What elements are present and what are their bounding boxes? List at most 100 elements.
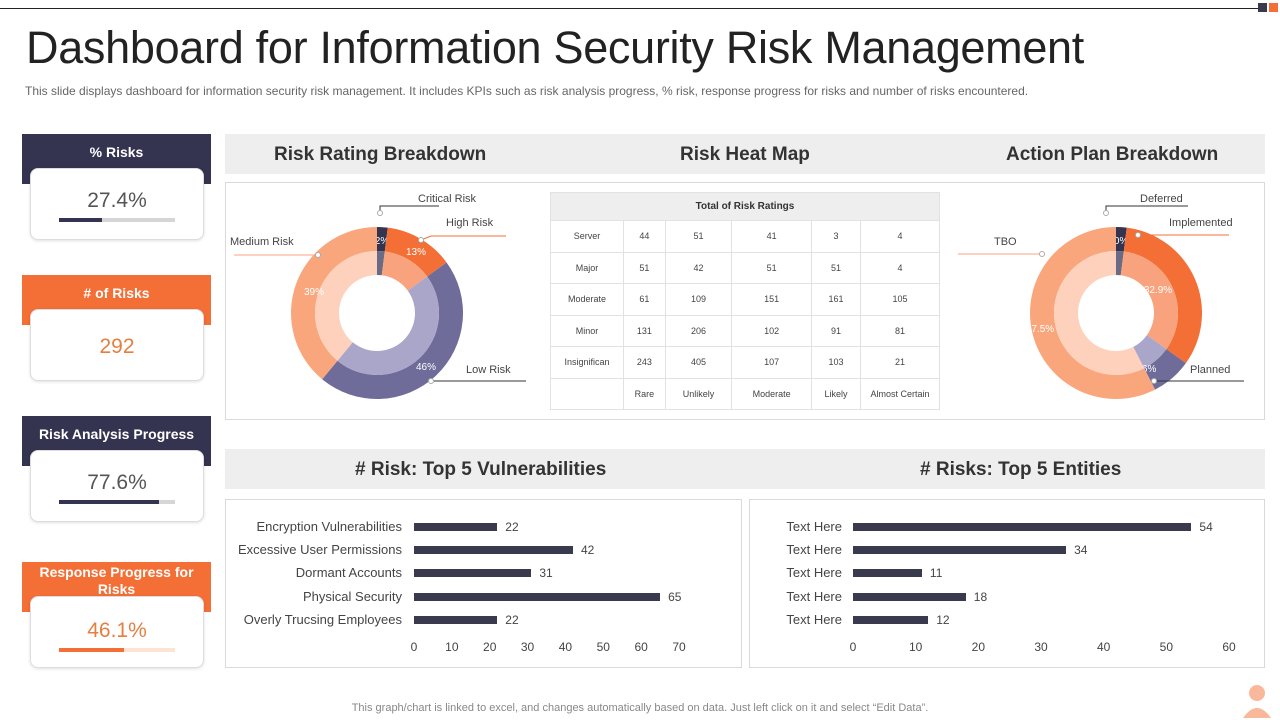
donut-category-label: Medium Risk xyxy=(230,236,294,248)
bar-category-label: Dormant Accounts xyxy=(295,565,402,581)
donut-value-label: 2% xyxy=(375,236,390,247)
table-cell: 151 xyxy=(731,283,812,316)
bar xyxy=(414,546,573,555)
x-tick-label: 40 xyxy=(1096,640,1111,654)
bar-category-label: Overly Trucsing Employees xyxy=(243,611,402,627)
x-tick-label: 50 xyxy=(596,640,610,654)
bar-value-label: 54 xyxy=(1199,520,1213,534)
bar-category-label: Text Here xyxy=(786,519,842,534)
bar-value-label: 34 xyxy=(1074,543,1088,558)
table-cell: 44 xyxy=(623,220,666,253)
corner-cell xyxy=(550,377,624,410)
column-label: Moderate xyxy=(731,377,812,410)
kpi-value: 27.4% xyxy=(87,189,147,212)
column-label: Unlikely xyxy=(664,377,733,410)
kpi-progress-track xyxy=(59,648,175,652)
column-label: Almost Certain xyxy=(860,377,940,410)
kpi-card-risk-count: # of Risks 292 xyxy=(22,275,211,381)
donut-value-label: 46% xyxy=(416,362,436,373)
heat-map-header: Total of Risk Ratings xyxy=(550,192,940,221)
table-row: Major 51 42 51 51 4 xyxy=(550,251,940,284)
presenter-icon xyxy=(1243,685,1271,718)
donut-value-label: 13% xyxy=(406,247,426,258)
table-cell: 161 xyxy=(810,283,862,316)
row-label: Minor xyxy=(550,314,624,347)
leader-dot xyxy=(418,237,424,243)
x-tick-label: 40 xyxy=(558,640,573,654)
kpi-progress-track xyxy=(59,500,175,504)
bar-category-label: Text Here xyxy=(786,542,842,558)
donut-category-label: Planned xyxy=(1190,364,1230,376)
kpi-value-box: 77.6% xyxy=(30,450,204,522)
donut-category-label: Implemented xyxy=(1169,217,1233,229)
leader-dot xyxy=(377,210,383,216)
corner-square-dark xyxy=(1258,3,1267,12)
donut-slice-outer xyxy=(1030,227,1156,399)
kpi-value: 46.1% xyxy=(87,619,147,642)
bar-value-label: 22 xyxy=(505,612,519,627)
bar-category-label: Excessive User Permissions xyxy=(238,542,402,558)
x-tick-label: 70 xyxy=(672,640,686,654)
donut-slice-inner xyxy=(1054,251,1145,375)
donut-slice-outer xyxy=(322,262,463,399)
top-panels-header xyxy=(225,134,1265,174)
table-cell: 105 xyxy=(860,283,940,316)
table-cell: 42 xyxy=(664,251,733,284)
table-cell: 243 xyxy=(623,346,666,379)
donut-slice-outer xyxy=(1123,227,1202,364)
risk-rating-title: Risk Rating Breakdown xyxy=(274,144,487,165)
bar xyxy=(853,615,929,624)
table-cell: 102 xyxy=(731,314,812,347)
donut-slice-inner xyxy=(377,251,385,276)
kpi-progress-fill xyxy=(59,648,124,652)
bar-category-label: Text Here xyxy=(786,611,842,627)
table-cell: 405 xyxy=(664,346,733,379)
column-label: Rare xyxy=(623,377,666,410)
bar-value-label: 22 xyxy=(505,520,519,534)
risk-rating-donut-chart: 2% 13% 46% 39% Critical Risk High Risk Low Ris… xyxy=(230,193,526,399)
kpi-progress-track xyxy=(59,218,175,222)
row-label: Insignifican xyxy=(550,346,624,379)
x-tick-label: 30 xyxy=(1034,640,1048,654)
kpi-progress-fill xyxy=(59,218,102,222)
table-cell: 109 xyxy=(664,283,733,316)
table-cell: 206 xyxy=(664,314,733,347)
x-tick-label: 60 xyxy=(1222,640,1236,654)
action-plan-title: Action Plan Breakdown xyxy=(1006,144,1219,165)
donut-slice-outer xyxy=(1116,227,1127,252)
table-cell: 3 xyxy=(810,220,862,253)
table-cell: 61 xyxy=(623,283,666,316)
bottom-panels-header xyxy=(225,449,1265,489)
page-subtitle: This slide displays dashboard for inform… xyxy=(25,84,1029,98)
donut-category-label: High Risk xyxy=(446,217,494,229)
table-cell: 4 xyxy=(860,220,940,253)
bar-value-label: 12 xyxy=(936,612,950,627)
table-cell: 91 xyxy=(810,314,862,347)
bar xyxy=(853,592,966,601)
table-row: Moderate 61 109 151 161 105 xyxy=(550,283,940,316)
bar xyxy=(414,592,661,601)
kpi-value-box: 292 xyxy=(30,309,204,381)
bar-value-label: 31 xyxy=(539,566,553,581)
donut-slice-inner xyxy=(337,276,439,375)
leader-line xyxy=(1105,205,1188,213)
donut-slice-outer xyxy=(377,227,388,252)
x-tick-label: 20 xyxy=(483,640,497,654)
row-label: Server xyxy=(550,220,624,253)
x-tick-label: 60 xyxy=(634,640,648,654)
bar-value-label: 42 xyxy=(581,543,595,558)
table-row: Server 44 51 41 3 4 xyxy=(550,220,940,253)
entities-title: # Risks: Top 5 Entities xyxy=(920,459,1122,480)
kpi-value: 292 xyxy=(99,335,135,358)
table-cell: 41 xyxy=(731,220,812,253)
bar-category-label: Physical Security xyxy=(303,588,402,604)
table-cell: 81 xyxy=(860,314,940,347)
kpi-value: 77.6% xyxy=(87,471,147,494)
donut-slice-inner xyxy=(1120,251,1178,350)
x-tick-label: 0 xyxy=(849,640,857,654)
bar xyxy=(414,523,498,531)
table-row: Insignifican 243 405 107 103 21 xyxy=(550,346,940,379)
donut-value-label: 7.6% xyxy=(1134,364,1157,375)
leader-dot xyxy=(1103,210,1109,216)
risk-heat-map-table: Total of Risk Ratings Server 44 51 41 3 … xyxy=(550,192,940,410)
